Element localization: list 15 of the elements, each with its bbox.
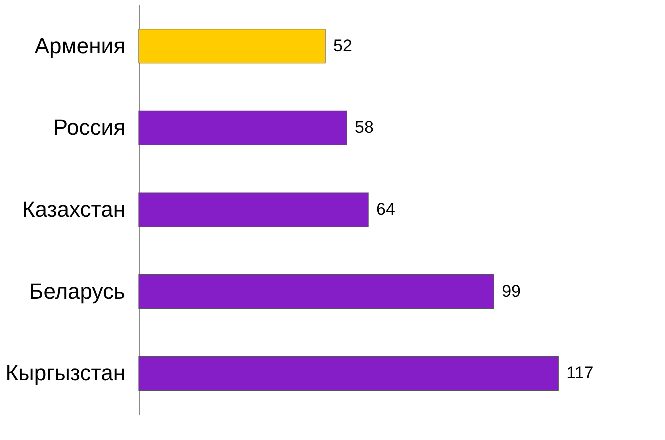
data-label: 64 — [376, 200, 396, 219]
y-tick-label: Казахстан — [22, 197, 126, 222]
y-tick-label: Армения — [34, 33, 126, 58]
y-tick-label: Кыргызстан — [6, 360, 126, 386]
bar — [138, 274, 494, 310]
data-label: 52 — [334, 36, 352, 56]
bar — [138, 356, 559, 391]
bar — [138, 110, 348, 146]
y-tick-label: Россия — [53, 115, 126, 140]
data-label: 117 — [566, 364, 594, 383]
bar — [138, 29, 326, 64]
y-tick-label: Беларусь — [29, 278, 126, 304]
data-label: 58 — [355, 118, 374, 138]
data-label: 99 — [502, 282, 522, 301]
bar — [138, 192, 369, 228]
